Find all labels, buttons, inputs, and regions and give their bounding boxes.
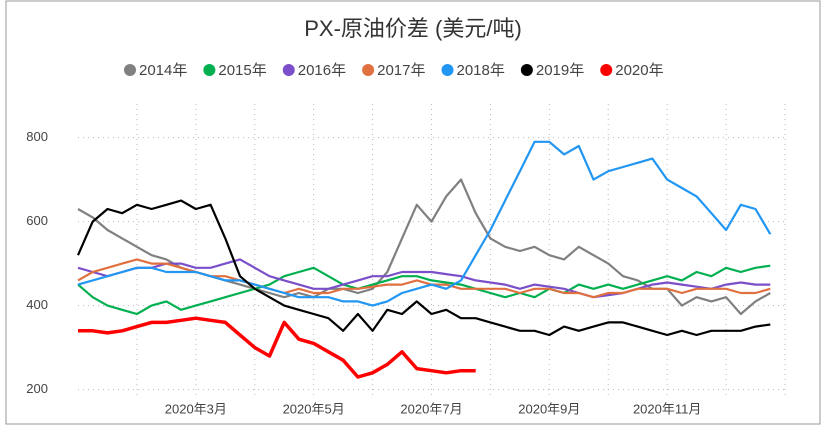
x-tick-label: 2020年7月 (400, 401, 462, 416)
x-tick-label: 2020年5月 (283, 401, 345, 416)
y-tick-label: 400 (26, 297, 48, 312)
legend-swatch (362, 64, 375, 76)
chart-border (5, 0, 821, 425)
y-tick-label: 200 (26, 381, 48, 396)
series-line (77, 258, 771, 299)
legend-swatch (441, 64, 454, 76)
legend-label: 2014年 (139, 62, 187, 79)
legend-label: 2019年 (536, 62, 584, 79)
y-tick-label: 800 (26, 129, 48, 144)
x-tick-label: 2020年11月 (633, 401, 701, 416)
series-line (77, 264, 771, 316)
legend-label: 2020年 (615, 62, 663, 79)
legend-swatch (600, 64, 613, 76)
series-line (76, 199, 771, 337)
legend-swatch (203, 64, 216, 76)
legend-swatch (282, 64, 295, 76)
chart-title: PX-原油价差 (美元/吨) (304, 16, 522, 41)
y-tick-label: 600 (26, 213, 48, 228)
x-tick-label: 2020年3月 (165, 401, 227, 416)
legend-label: 2018年 (457, 62, 505, 79)
legend-label: 2015年 (218, 62, 266, 79)
legend-swatch (520, 64, 533, 76)
legend-swatch (124, 64, 136, 76)
x-tick-label: 2020年9月 (518, 401, 580, 416)
series-line (78, 316, 476, 379)
legend-label: 2016年 (298, 62, 346, 79)
series-line (77, 140, 772, 307)
legend-label: 2017年 (377, 62, 425, 79)
